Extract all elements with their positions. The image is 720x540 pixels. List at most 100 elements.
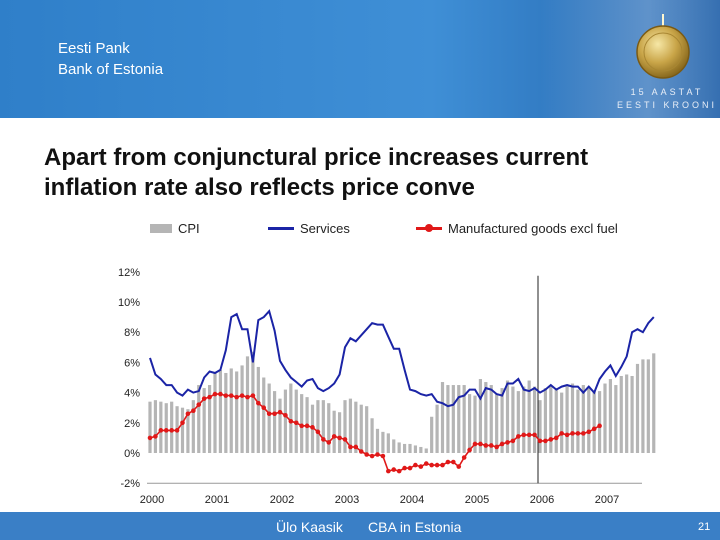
manufactured-point xyxy=(326,440,332,445)
cpi-bar xyxy=(337,412,342,453)
cpi-bar xyxy=(597,391,602,453)
manufactured-point xyxy=(223,393,229,398)
manufactured-point xyxy=(407,465,413,471)
manufactured-point xyxy=(185,411,191,417)
cpi-bar xyxy=(435,404,439,453)
cpi-bar xyxy=(397,442,401,453)
cpi-bar xyxy=(332,410,336,453)
manufactured-point xyxy=(369,453,375,459)
manufactured-point xyxy=(353,444,359,450)
legend-item-services: Services xyxy=(268,221,350,236)
manufactured-point xyxy=(375,452,380,457)
header-glow xyxy=(540,0,720,118)
manufactured-point xyxy=(570,431,575,436)
cpi-bar xyxy=(500,388,504,453)
legend-swatch-manufactured xyxy=(416,224,442,232)
manufactured-point xyxy=(488,443,494,448)
legend-label-cpi: CPI xyxy=(178,221,200,236)
y-tick-label: -2% xyxy=(120,478,140,490)
cpi-bar xyxy=(543,388,548,453)
cpi-bar xyxy=(619,375,623,453)
manufactured-line xyxy=(149,393,600,473)
cpi-bar xyxy=(570,383,575,453)
cpi-bar xyxy=(592,391,596,453)
cpi-bar xyxy=(646,359,650,453)
cpi-bar xyxy=(354,401,358,453)
y-tick-label: 6% xyxy=(124,357,140,369)
cpi-bar xyxy=(451,385,455,453)
cpi-bar xyxy=(240,365,244,453)
cpi-bar xyxy=(327,403,331,453)
manufactured-point xyxy=(396,468,402,474)
y-tick-label: 10% xyxy=(118,297,140,309)
manufactured-point xyxy=(521,432,527,438)
manufactured-point xyxy=(461,455,467,460)
cpi-bar xyxy=(218,369,223,453)
cpi-bar xyxy=(549,386,553,453)
manufactured-point xyxy=(402,465,407,471)
cpi-bar xyxy=(565,386,569,453)
manufactured-point xyxy=(272,411,277,417)
cpi-bar xyxy=(402,443,407,453)
manufactured-point xyxy=(483,443,489,448)
manufactured-point xyxy=(358,449,364,454)
manufactured-point xyxy=(478,441,483,447)
manufactured-point xyxy=(440,462,445,468)
cpi-bar xyxy=(213,372,217,453)
x-tick-label: 2006 xyxy=(530,494,554,506)
manufactured-point xyxy=(564,432,570,438)
cpi-bar xyxy=(386,433,390,453)
cpi-bar xyxy=(191,400,195,453)
cpi-bar xyxy=(430,416,434,453)
cpi-bar xyxy=(343,400,347,453)
cpi-bar xyxy=(375,428,380,453)
manufactured-point xyxy=(331,434,337,439)
manufactured-point xyxy=(158,428,164,433)
page-number: 21 xyxy=(698,521,711,533)
manufactured-point xyxy=(342,437,348,442)
cpi-bar xyxy=(197,385,201,453)
cpi-bar xyxy=(489,385,493,453)
manufactured-point xyxy=(364,452,369,457)
x-tick-label: 2005 xyxy=(465,494,489,506)
manufactured-point xyxy=(429,462,434,468)
cpi-bar xyxy=(522,386,526,453)
legend-item-cpi: CPI xyxy=(150,221,200,236)
manufactured-point xyxy=(543,438,548,444)
cpi-bar xyxy=(180,407,185,453)
footer-topic: CBA in Estonia xyxy=(368,519,462,535)
manufactured-point xyxy=(510,438,516,444)
cpi-bar xyxy=(581,385,585,453)
cpi-bar xyxy=(245,356,250,453)
x-tick-label: 2002 xyxy=(270,494,294,506)
manufactured-point xyxy=(283,412,288,418)
manufactured-point xyxy=(250,393,256,398)
manufactured-point xyxy=(445,459,451,465)
y-tick-label: 0% xyxy=(124,448,140,460)
manufactured-point xyxy=(228,393,234,398)
cpi-bar xyxy=(473,395,477,453)
manufactured-point xyxy=(337,435,342,441)
manufactured-point xyxy=(256,400,261,406)
cpi-bar xyxy=(587,386,591,453)
manufactured-point xyxy=(434,462,440,468)
cpi-bar xyxy=(625,374,629,453)
cpi-bar xyxy=(614,385,618,453)
manufactured-point xyxy=(321,437,326,442)
cpi-bar xyxy=(511,386,515,453)
manufactured-point xyxy=(553,435,559,441)
manufactured-point xyxy=(548,437,554,442)
manufactured-point xyxy=(472,441,478,447)
cpi-bar xyxy=(641,359,645,453)
manufactured-point xyxy=(245,394,250,400)
cpi-bar xyxy=(484,382,488,453)
legend-swatch-services xyxy=(268,227,294,230)
manufactured-point xyxy=(277,409,283,415)
manufactured-point xyxy=(505,440,510,445)
cpi-bar xyxy=(392,439,396,453)
manufactured-point xyxy=(147,435,153,441)
cpi-bar xyxy=(419,446,423,453)
header-banner xyxy=(0,0,720,118)
cpi-bar xyxy=(608,379,613,453)
manufactured-point xyxy=(234,394,239,400)
